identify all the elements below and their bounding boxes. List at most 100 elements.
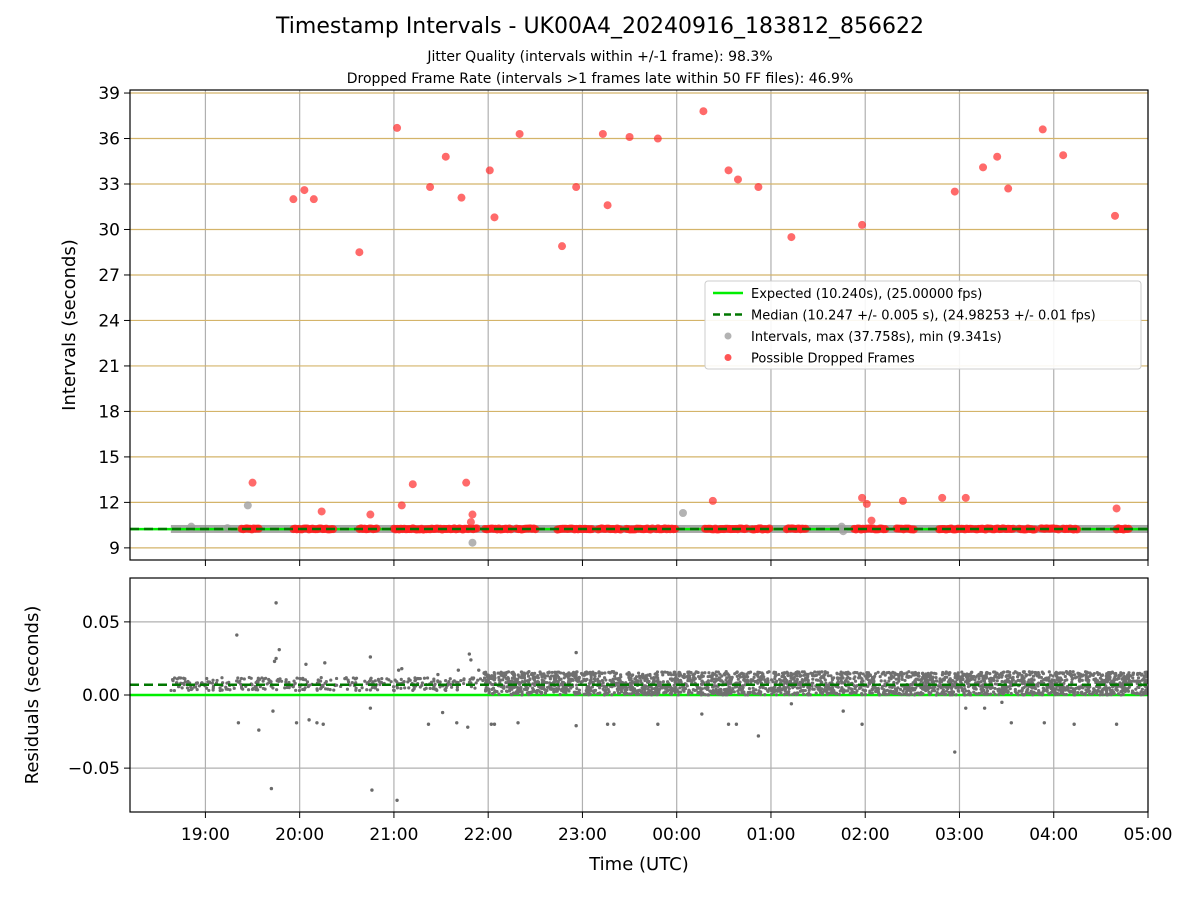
residual-point [596,677,600,681]
residual-point [543,674,548,678]
residual-point [1092,677,1096,682]
residual-point [883,673,887,677]
residual-point [360,686,364,690]
residual-point [1005,670,1009,674]
residual-point [923,679,927,683]
residual-point [1098,693,1102,697]
residual-point [833,691,837,695]
residual-point [584,670,589,674]
residual-point [1131,671,1135,676]
residual-point [824,681,828,685]
residual-point [720,674,724,678]
residual-point [1015,675,1020,679]
residual-point [520,673,524,677]
residual-point [928,686,933,690]
dropped-frame-point [961,493,970,502]
residual-point [708,674,713,678]
residual-point [516,691,520,696]
residual-point [672,683,676,687]
residual-point [1144,670,1148,674]
residual-point [900,677,904,681]
dropped-frame-point [397,501,406,510]
residual-point [526,670,530,675]
residual-point [996,689,1000,693]
residual-point [972,674,976,679]
residual-point [965,673,969,677]
residual-point [951,684,955,688]
residual-point [673,690,678,694]
residual-point [567,689,571,693]
residual-point [903,687,907,691]
residual-point [519,687,523,691]
x-tick-label: 20:00 [275,825,324,845]
residual-point [682,672,686,677]
residual-point [583,692,588,696]
residual-point [183,680,187,684]
residual-point [870,676,875,680]
residual-point [825,671,830,675]
residual-point [250,687,255,692]
residual-point [1083,692,1087,696]
residual-point [1075,675,1079,679]
dropped-frame-point [938,493,947,502]
residual-point [1070,680,1074,685]
residual-point [728,688,732,692]
residual-point [908,682,913,687]
residual-point [1036,692,1041,696]
residual-point [182,682,186,687]
residual-point [829,674,833,678]
residual-point [552,678,557,682]
residual-point [935,679,939,683]
residual-point [945,675,949,679]
residual-point [444,679,448,683]
residual-point [930,689,934,693]
residual-point [1027,678,1031,682]
residual-point [853,675,857,679]
residual-outlier-point [605,722,610,726]
residual-point [944,692,948,697]
residual-point [1004,674,1008,679]
residual-point [395,686,400,690]
residual-point [406,680,410,684]
residual-point [242,677,246,681]
residual-outlier-point [400,666,404,671]
residual-point [911,681,915,685]
residual-point [887,692,891,696]
residual-point [1031,674,1036,678]
residual-point [1051,684,1055,688]
residual-outlier-point [440,710,445,715]
residual-outlier-point [370,788,374,792]
residual-point [207,680,212,684]
legend-frame [704,280,1142,370]
residual-point [357,688,362,693]
residual-point [1126,689,1131,693]
residual-point [769,678,774,682]
residual-point [997,675,1001,680]
residual-point [759,675,763,680]
residual-point [700,692,704,696]
residual-point [677,674,681,678]
residual-point [817,688,821,692]
residual-point [698,676,702,681]
residual-point [823,672,827,676]
residual-point [888,685,892,689]
residual-point [1006,690,1010,695]
residual-point [392,688,396,692]
residual-point [1121,671,1126,675]
residual-point [1105,692,1109,696]
residual-point [545,680,549,685]
dropped-frame-point [862,499,871,508]
residual-outlier-point [271,709,275,713]
residual-point [711,691,715,696]
residual-point [950,689,954,694]
residual-point [678,686,682,690]
residual-point [1039,675,1044,680]
residual-point [1131,676,1135,680]
residual-point [873,672,878,676]
residual-point [743,693,747,697]
residual-outlier-point [272,659,277,664]
residual-point [1079,690,1083,695]
residual-point [632,691,636,695]
residual-point [866,671,871,675]
residual-point [1105,672,1110,676]
